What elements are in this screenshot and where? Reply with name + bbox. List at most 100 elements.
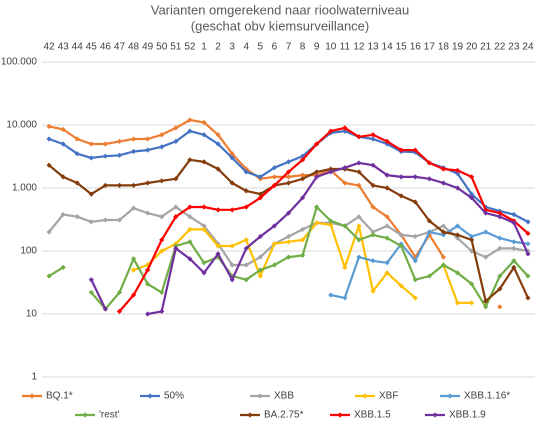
data-point [511, 264, 517, 270]
legend-label: BQ.1* [46, 391, 73, 402]
data-point [328, 169, 334, 175]
legend-marker [447, 393, 453, 399]
x-tick-label: 15 [396, 42, 408, 53]
x-tick-label: 11 [340, 42, 351, 53]
legend-marker [257, 393, 263, 399]
data-point [299, 226, 306, 233]
data-point [88, 141, 94, 147]
data-point [299, 172, 306, 178]
data-point [215, 132, 221, 138]
data-point [370, 229, 376, 235]
legend-marker [82, 412, 88, 418]
data-point [412, 277, 418, 283]
data-point [130, 267, 137, 273]
x-tick-label: 49 [142, 42, 154, 53]
data-point [356, 237, 362, 243]
x-tick-label: 5 [258, 42, 264, 53]
data-point [88, 219, 94, 225]
data-point [60, 141, 66, 147]
data-point [243, 237, 249, 243]
data-point [342, 295, 348, 301]
data-point [384, 260, 390, 266]
y-tick-label: 10.000 [6, 120, 37, 131]
series-line [118, 126, 529, 313]
data-point [60, 126, 66, 133]
data-point [159, 248, 165, 254]
data-point [116, 308, 123, 314]
data-point [454, 232, 461, 238]
data-point [440, 223, 447, 229]
data-point [483, 207, 489, 213]
data-point [215, 166, 221, 172]
data-point [299, 176, 306, 182]
legend-label: 'rest' [99, 410, 120, 421]
data-point [440, 232, 447, 238]
data-point [229, 151, 235, 157]
data-point [370, 182, 376, 188]
data-point [412, 174, 418, 180]
data-point [145, 136, 151, 142]
data-point [187, 239, 193, 245]
legend-marker [362, 393, 368, 399]
data-point [525, 251, 531, 257]
data-point [257, 174, 263, 180]
x-tick-label: 4 [243, 42, 249, 53]
data-point [201, 159, 207, 165]
data-point [46, 273, 52, 279]
data-point [454, 270, 461, 276]
data-point [74, 151, 80, 157]
series-line [49, 120, 500, 307]
data-point [74, 214, 80, 220]
data-point [46, 136, 52, 142]
data-point [525, 248, 531, 254]
x-tick-label: 13 [367, 42, 379, 53]
data-point [454, 185, 461, 191]
data-point [426, 273, 432, 279]
data-point [187, 117, 193, 123]
data-point [187, 226, 193, 233]
data-point [426, 176, 432, 182]
data-point [271, 165, 278, 171]
data-point [145, 180, 151, 186]
data-point [469, 233, 475, 240]
data-point [440, 262, 447, 268]
data-point [116, 289, 123, 296]
data-point [201, 204, 207, 210]
x-tick-label: 21 [480, 42, 492, 53]
data-point [356, 223, 362, 229]
data-point [454, 300, 461, 306]
data-point [271, 241, 278, 247]
data-point [314, 174, 320, 180]
data-point [469, 248, 475, 254]
data-point [384, 141, 390, 147]
data-point [116, 217, 123, 223]
x-tick-label: 52 [184, 42, 196, 53]
legend-label: XBB.1.9 [449, 410, 486, 421]
data-point [370, 288, 376, 294]
data-point [299, 195, 306, 201]
data-point [398, 283, 404, 289]
data-point [342, 180, 348, 186]
data-point [187, 157, 193, 163]
data-point [356, 182, 362, 188]
x-tick-label: 47 [114, 42, 126, 53]
data-point [356, 254, 362, 260]
data-point [285, 180, 292, 186]
data-point [102, 182, 108, 188]
y-tick-label: 10 [26, 309, 38, 320]
data-point [384, 185, 390, 191]
data-point [525, 273, 531, 279]
x-tick-label: 2 [215, 42, 221, 53]
data-point [314, 220, 320, 226]
data-point [356, 134, 362, 140]
x-tick-label: 48 [128, 42, 140, 53]
data-point [412, 233, 418, 240]
data-point [398, 147, 404, 153]
data-point [187, 204, 193, 210]
data-point [525, 230, 531, 237]
data-point [88, 289, 94, 296]
data-point [88, 191, 94, 197]
data-point [525, 295, 531, 301]
data-point [88, 277, 94, 283]
data-point [201, 223, 207, 229]
